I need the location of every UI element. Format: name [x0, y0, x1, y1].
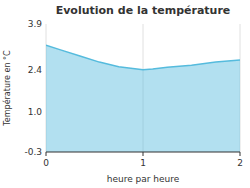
tick-mark [143, 152, 144, 156]
tick-label: 2.4 [28, 65, 43, 75]
tick-label: 1.0 [28, 107, 43, 117]
chart-svg: 0 1 2 -0.3 1.0 2.4 3.9 Evolution de la températ… [0, 0, 250, 188]
title: Evolution de la température [56, 4, 231, 17]
y-axis: -0.3 1.0 2.4 3.9 [24, 19, 42, 157]
tick-label: -0.3 [24, 147, 42, 157]
chart-container: 0 1 2 -0.3 1.0 2.4 3.9 Evolution de la températ… [0, 0, 250, 188]
grid [46, 24, 240, 152]
tick-label: 3.9 [28, 19, 43, 29]
tick-label: 1 [140, 158, 146, 168]
tick-mark [240, 152, 241, 156]
line [46, 45, 240, 69]
tick-label: 2 [237, 158, 243, 168]
plot-area [46, 45, 240, 152]
tick-label: 0 [43, 158, 49, 168]
x-axis-label: heure par heure [107, 174, 180, 184]
tick-mark [46, 152, 47, 156]
x-axis: 0 1 2 [43, 152, 243, 168]
y-axis-label: Température en °C [2, 50, 12, 127]
area [46, 45, 240, 152]
